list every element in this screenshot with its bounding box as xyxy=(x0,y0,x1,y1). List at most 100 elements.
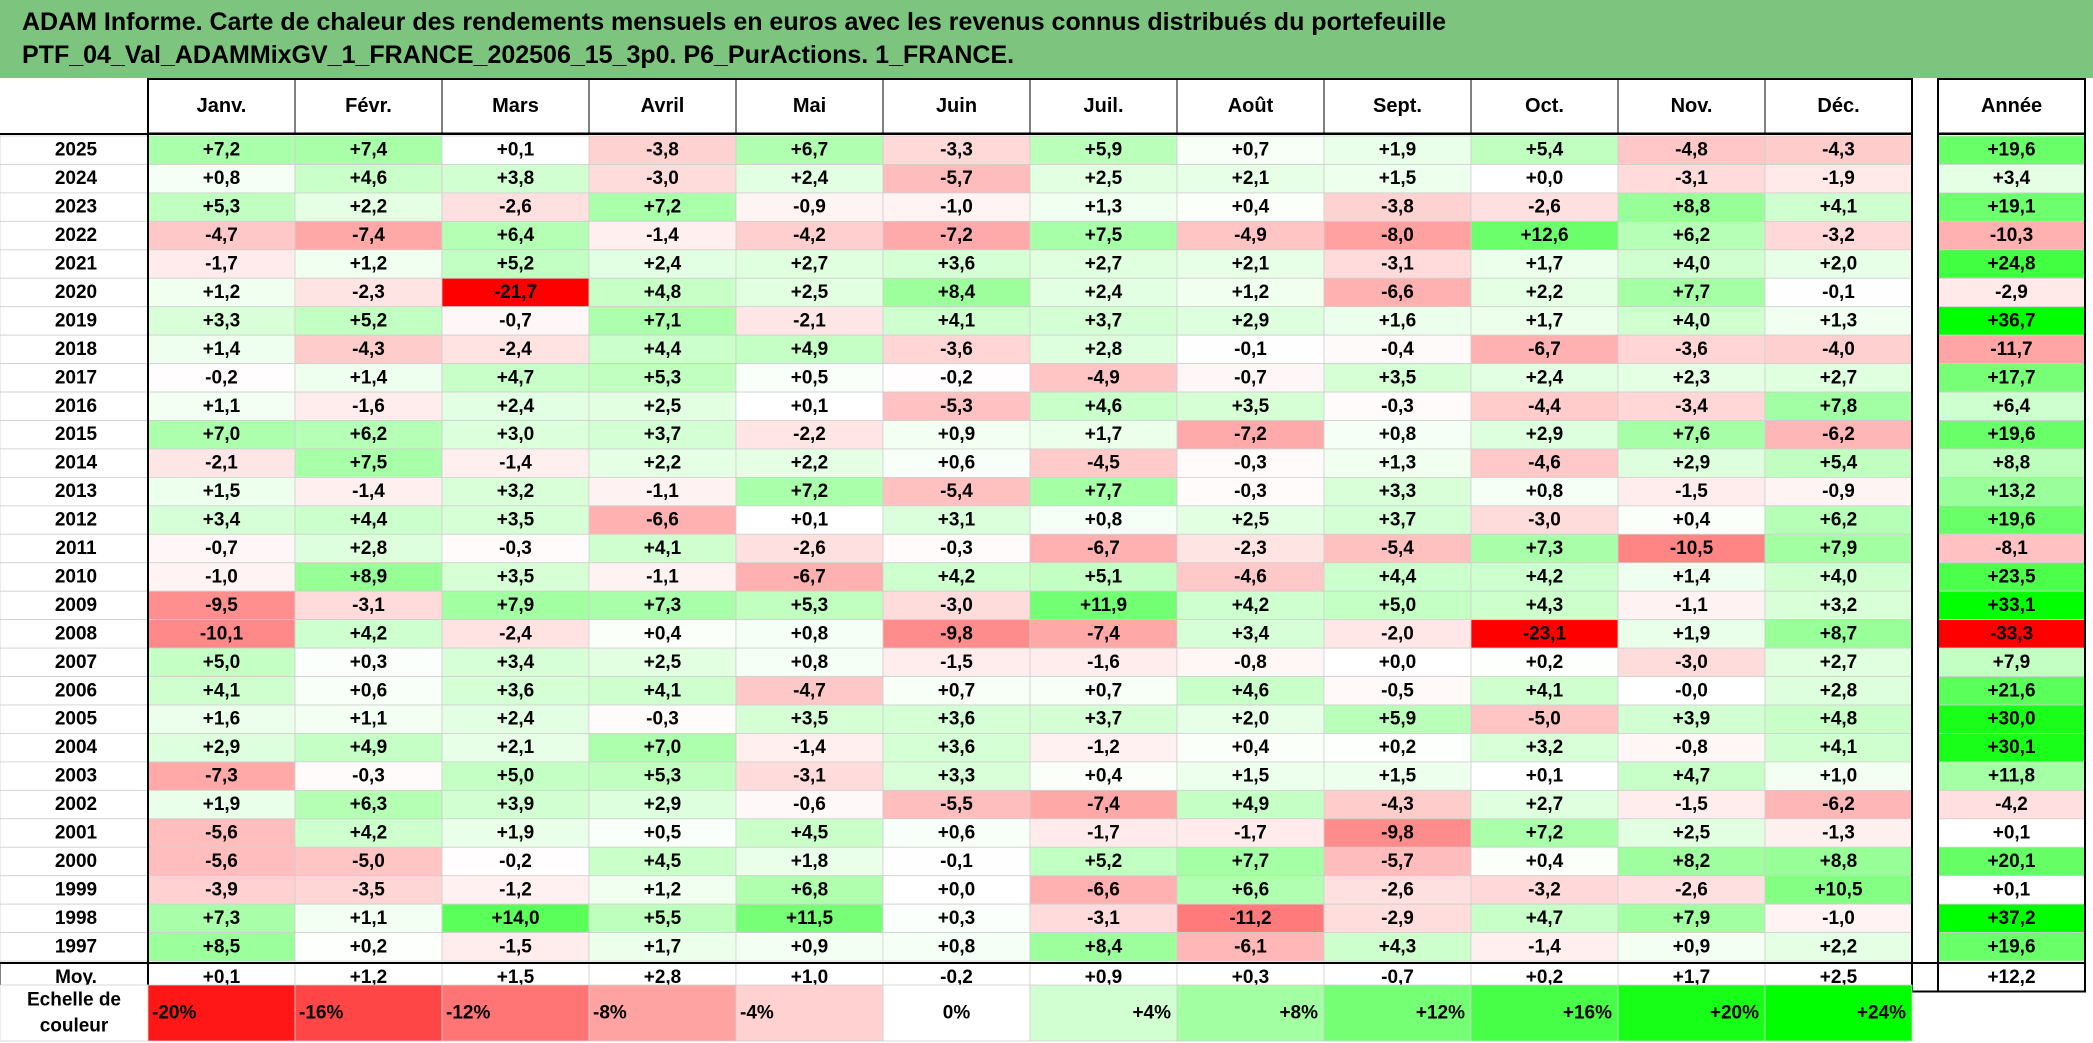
heatmap-cell-value: +4,4 xyxy=(350,510,388,531)
month-header-label: Janv. xyxy=(197,95,247,117)
heatmap-cell xyxy=(882,363,1031,393)
annual-cell-value: -4,2 xyxy=(1995,794,2028,815)
annual-cell-value: +23,5 xyxy=(1987,566,2036,587)
heatmap-cell xyxy=(735,334,884,364)
heatmap-cell-value: -3,9 xyxy=(205,879,238,900)
annual-cell xyxy=(1937,420,2086,450)
heatmap-cell-value: -4,9 xyxy=(1234,225,1267,246)
heatmap-cell xyxy=(294,932,443,962)
heatmap-cell-value: +7,9 xyxy=(497,595,535,616)
heatmap-cell-value: +2,1 xyxy=(497,737,535,758)
heatmap-cell xyxy=(294,363,443,393)
heatmap-cell-value: -2,4 xyxy=(499,623,532,644)
heatmap-cell-value: +4,3 xyxy=(1526,595,1564,616)
heatmap-cell-value: +0,1 xyxy=(791,396,829,417)
heatmap-cell-value: +4,5 xyxy=(791,823,829,844)
heatmap-cell xyxy=(1029,619,1178,649)
color-scale-swatch xyxy=(735,984,884,1042)
year-label: 2025 xyxy=(55,140,98,161)
heatmap-cell xyxy=(1176,249,1325,279)
heatmap-cell-value: -6,6 xyxy=(1087,879,1120,900)
heatmap-cell-value: -1,5 xyxy=(499,936,532,957)
heatmap-cell-value: +7,1 xyxy=(644,310,682,331)
heatmap-cell xyxy=(294,562,443,592)
heatmap-cell xyxy=(735,562,884,592)
color-scale-step-label: +8% xyxy=(1279,1003,1318,1024)
heatmap-cell-value: -2,1 xyxy=(205,453,238,474)
heatmap-cell xyxy=(441,875,590,905)
heatmap-cell-value: -3,1 xyxy=(1675,168,1708,189)
heatmap-cell xyxy=(1617,789,1766,820)
heatmap-cell-value: +2,7 xyxy=(1820,367,1858,388)
heatmap-cell xyxy=(294,135,443,165)
heatmap-cell-value: -0,3 xyxy=(352,766,385,787)
heatmap-cell xyxy=(147,619,296,649)
heatmap-cell-value: +2,1 xyxy=(1232,168,1270,189)
heatmap-cell xyxy=(147,277,296,308)
heatmap-cell-value: +1,3 xyxy=(1820,310,1858,331)
heatmap-cell xyxy=(882,533,1031,564)
heatmap-cell-value: -1,5 xyxy=(940,652,973,673)
heatmap-cell xyxy=(1764,676,1913,706)
heatmap-cell-value: -4,3 xyxy=(1822,140,1855,161)
heatmap-cell xyxy=(882,448,1031,478)
heatmap-cell-value: +12,6 xyxy=(1520,225,1568,246)
heatmap-cell-value: +11,5 xyxy=(786,908,833,929)
heatmap-cell-value: +2,5 xyxy=(1232,510,1270,531)
heatmap-cell-value: +4,6 xyxy=(1085,396,1123,417)
heatmap-cell xyxy=(1176,846,1325,877)
year-cell xyxy=(0,676,149,706)
heatmap-cell-value: +4,6 xyxy=(1232,680,1270,701)
heatmap-cell-value: -2,3 xyxy=(352,282,385,303)
year-label: 1997 xyxy=(55,936,97,957)
heatmap-cell-value: +6,3 xyxy=(350,794,388,815)
heatmap-cell-value: +3,5 xyxy=(497,510,535,531)
heatmap-cell xyxy=(735,192,884,222)
heatmap-cell xyxy=(1176,789,1325,820)
heatmap-cell-value: +3,3 xyxy=(203,310,241,331)
heatmap-cell-value: -4,7 xyxy=(793,680,826,701)
heatmap-cell-value: +7,9 xyxy=(1820,538,1858,559)
heatmap-cell xyxy=(1323,932,1472,962)
heatmap-cell xyxy=(588,562,737,592)
annual-cell-value: +13,2 xyxy=(1987,481,2035,502)
heatmap-cell-value: +2,4 xyxy=(497,709,535,730)
heatmap-cell-value: -0,2 xyxy=(499,851,532,872)
heatmap-cell-value: +1,9 xyxy=(1673,623,1711,644)
heatmap-cell xyxy=(1176,448,1325,478)
heatmap-cell xyxy=(588,306,737,336)
color-scale-swatch xyxy=(294,984,443,1042)
year-cell xyxy=(0,647,149,677)
heatmap-cell-value: -3,2 xyxy=(1528,879,1561,900)
heatmap-cell-value: +1,6 xyxy=(1379,310,1417,331)
average-cell-value: -0,7 xyxy=(1381,967,1414,988)
heatmap-cell xyxy=(1470,164,1619,194)
heatmap-cell-value: +1,3 xyxy=(1379,453,1417,474)
heatmap-cell xyxy=(441,135,590,165)
heatmap-cell-value: -7,3 xyxy=(205,766,238,787)
heatmap-cell-value: -0,2 xyxy=(205,367,238,388)
heatmap-cell xyxy=(1029,562,1178,592)
color-scale-step-label: -20% xyxy=(152,1003,196,1024)
heatmap-cell-value: +2,1 xyxy=(1232,254,1270,275)
heatmap-cell-value: +5,0 xyxy=(497,766,535,787)
heatmap-cell xyxy=(294,420,443,450)
heatmap-cell-value: -0,8 xyxy=(1675,737,1708,758)
heatmap-cell-value: -1,0 xyxy=(1822,908,1855,929)
year-label: 2008 xyxy=(55,623,97,644)
heatmap-cell-value: -0,3 xyxy=(646,709,679,730)
heatmap-cell-value: -0,8 xyxy=(1234,652,1267,673)
average-annual-value: +12,2 xyxy=(1987,967,2035,988)
year-label: 2017 xyxy=(55,367,97,388)
heatmap-cell-value: -3,1 xyxy=(793,766,826,787)
heatmap-cell-value: +3,3 xyxy=(938,766,976,787)
heatmap-cell xyxy=(735,590,884,621)
heatmap-cell-value: -2,4 xyxy=(499,339,532,360)
heatmap-cell-value: -3,3 xyxy=(940,140,973,161)
annual-cell xyxy=(1937,818,2086,848)
average-cell-value: +0,1 xyxy=(203,967,241,988)
heatmap-cell xyxy=(1617,818,1766,848)
heatmap-cell-value: -4,8 xyxy=(1675,140,1708,161)
heatmap-cell-value: +5,2 xyxy=(1085,851,1123,872)
heatmap-cell xyxy=(1029,249,1178,279)
